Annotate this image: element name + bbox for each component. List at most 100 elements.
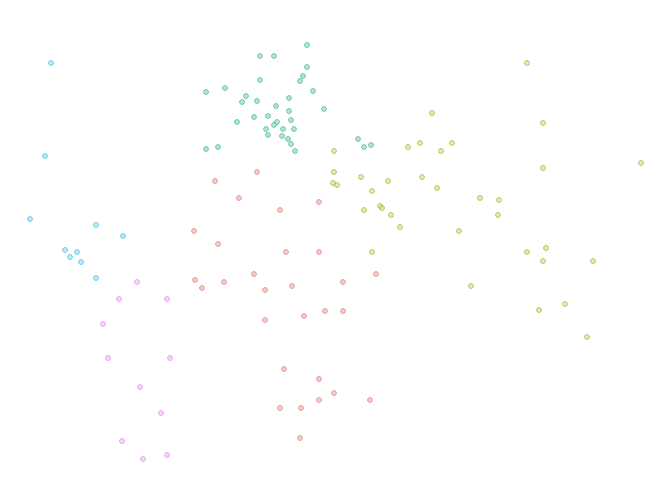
data-point: [280, 126, 286, 132]
data-point: [304, 42, 310, 48]
data-point: [167, 355, 173, 361]
data-point: [543, 245, 549, 251]
data-point: [78, 259, 84, 265]
data-point: [285, 136, 291, 142]
data-point: [281, 366, 287, 372]
data-point: [562, 301, 568, 307]
data-point: [417, 140, 423, 146]
data-point: [116, 296, 122, 302]
data-point: [288, 141, 294, 147]
data-point: [340, 308, 346, 314]
series-4: [27, 60, 126, 281]
data-point: [449, 140, 455, 146]
data-point: [203, 89, 209, 95]
data-point: [524, 60, 530, 66]
data-point: [93, 275, 99, 281]
data-point: [438, 148, 444, 154]
data-point: [358, 174, 364, 180]
data-point: [361, 207, 367, 213]
data-point: [254, 169, 260, 175]
series-5: [100, 279, 173, 462]
data-point: [263, 126, 269, 132]
data-point: [271, 53, 277, 59]
data-point: [164, 452, 170, 458]
data-point: [355, 136, 361, 142]
data-point: [405, 144, 411, 150]
series-2: [330, 60, 644, 340]
data-point: [277, 207, 283, 213]
data-point: [331, 390, 337, 396]
data-point: [388, 212, 394, 218]
data-point: [331, 148, 337, 154]
data-point: [369, 188, 375, 194]
data-point: [322, 308, 328, 314]
series-1: [203, 42, 374, 154]
data-point: [137, 384, 143, 390]
data-point: [119, 438, 125, 444]
data-point: [361, 144, 367, 150]
data-point: [134, 279, 140, 285]
data-point: [236, 195, 242, 201]
data-point: [243, 93, 249, 99]
data-point: [297, 78, 303, 84]
data-point: [468, 283, 474, 289]
data-point: [316, 397, 322, 403]
data-point: [397, 224, 403, 230]
data-point: [265, 132, 271, 138]
data-point: [192, 277, 198, 283]
data-point: [584, 334, 590, 340]
data-point: [277, 405, 283, 411]
data-point: [158, 410, 164, 416]
data-point: [262, 287, 268, 293]
data-point: [286, 108, 292, 114]
data-point: [105, 355, 111, 361]
data-point: [419, 174, 425, 180]
data-point: [203, 146, 209, 152]
data-point: [379, 205, 385, 211]
data-point: [304, 64, 310, 70]
data-point: [367, 397, 373, 403]
data-point: [590, 258, 596, 264]
data-point: [42, 153, 48, 159]
series-3: [191, 169, 379, 441]
data-point: [540, 258, 546, 264]
data-points: [27, 42, 644, 462]
data-point: [273, 103, 279, 109]
data-point: [100, 321, 106, 327]
data-point: [212, 178, 218, 184]
data-point: [120, 233, 126, 239]
data-point: [222, 85, 228, 91]
data-point: [254, 98, 260, 104]
data-point: [316, 376, 322, 382]
data-point: [164, 296, 170, 302]
data-point: [429, 110, 435, 116]
data-point: [434, 185, 440, 191]
data-point: [298, 405, 304, 411]
data-point: [257, 53, 263, 59]
data-point: [300, 73, 306, 79]
data-point: [191, 228, 197, 234]
data-point: [316, 199, 322, 205]
data-point: [638, 160, 644, 166]
data-point: [301, 313, 307, 319]
data-point: [340, 279, 346, 285]
data-point: [74, 249, 80, 255]
data-point: [331, 169, 337, 175]
data-point: [540, 165, 546, 171]
data-point: [93, 222, 99, 228]
data-point: [62, 247, 68, 253]
data-point: [289, 283, 295, 289]
data-point: [271, 122, 277, 128]
data-point: [283, 249, 289, 255]
data-point: [456, 228, 462, 234]
data-point: [27, 216, 33, 222]
data-point: [251, 114, 257, 120]
data-point: [496, 197, 502, 203]
data-point: [369, 249, 375, 255]
data-point: [140, 456, 146, 462]
data-point: [286, 95, 292, 101]
data-point: [297, 435, 303, 441]
data-point: [257, 77, 263, 83]
